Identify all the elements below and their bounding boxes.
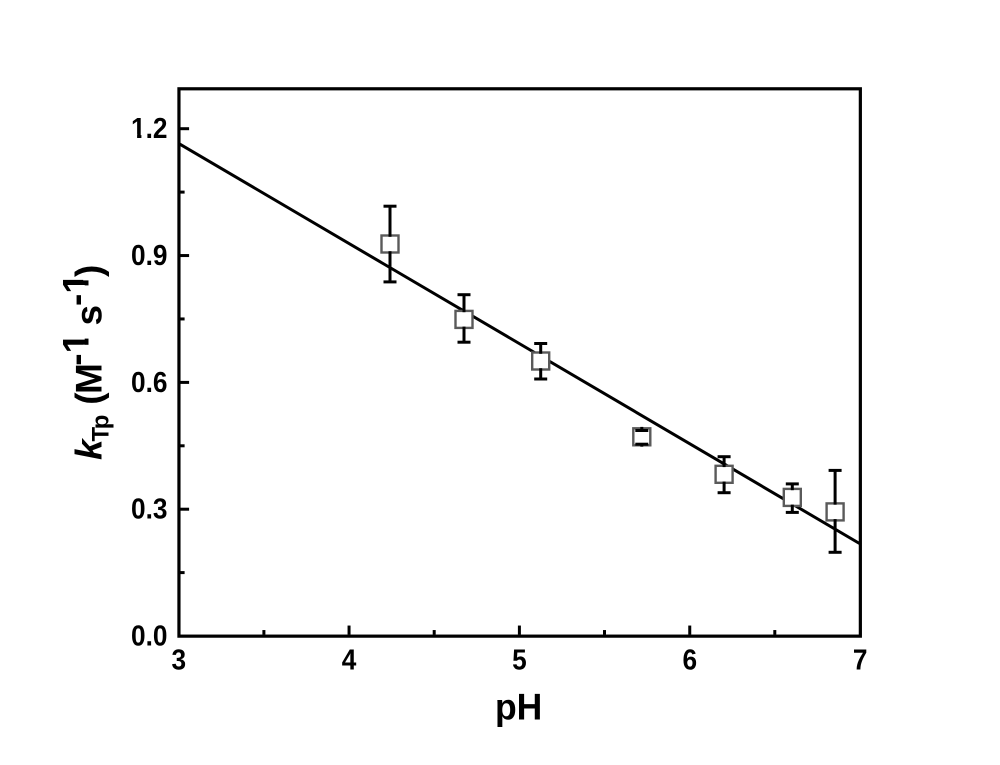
svg-text:6: 6 [682, 643, 697, 675]
svg-text:0.3: 0.3 [131, 493, 167, 525]
svg-text:3: 3 [171, 643, 186, 675]
svg-text:pH: pH [495, 686, 542, 728]
svg-text:7: 7 [853, 643, 868, 675]
svg-text:4: 4 [342, 643, 357, 675]
svg-text:0.6: 0.6 [131, 366, 167, 398]
svg-text:1.2: 1.2 [131, 112, 167, 144]
svg-text:0.9: 0.9 [131, 239, 167, 271]
svg-text:0.0: 0.0 [131, 619, 167, 651]
svg-text:5: 5 [512, 643, 527, 675]
svg-text:kTp(M-1s-1): kTp(M-1s-1) [55, 265, 114, 460]
